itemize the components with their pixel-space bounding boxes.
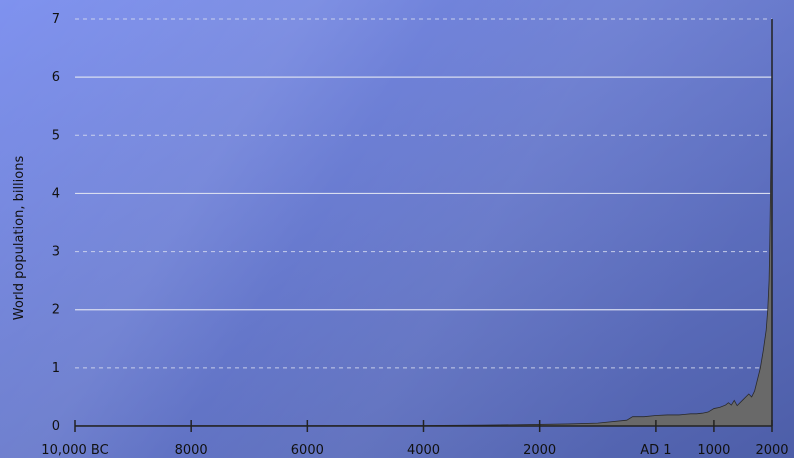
y-tick-label: 5 [52,128,60,143]
area-series [74,24,773,427]
x-tick-label: 4000 [407,443,440,458]
x-tick-label: 2000 [523,443,556,458]
y-tick-label: 3 [52,245,60,260]
x-tick-label: 1000 [697,443,730,458]
x-tick-label: 8000 [175,443,208,458]
tick-labels: 0 1 2 3 4 5 6 7 10,000 BC 8000 6000 4000 2000 AD 1 100… [41,12,788,458]
y-axis-label: World population, billions [12,156,27,321]
axes [74,19,773,432]
gridlines [75,18,772,369]
y-tick-label: 1 [52,361,60,376]
x-tick-label: 6000 [291,443,324,458]
y-tick-label: 7 [52,12,60,27]
y-tick-label: 0 [52,419,60,434]
x-tick-label: AD 1 [640,443,671,458]
population-area [74,24,773,427]
y-tick-label: 4 [52,186,60,201]
x-tick-label: 10,000 BC [41,443,108,458]
y-tick-label: 6 [52,70,60,85]
x-tick-label: 2000 [755,443,788,458]
y-tick-label: 2 [52,303,60,318]
